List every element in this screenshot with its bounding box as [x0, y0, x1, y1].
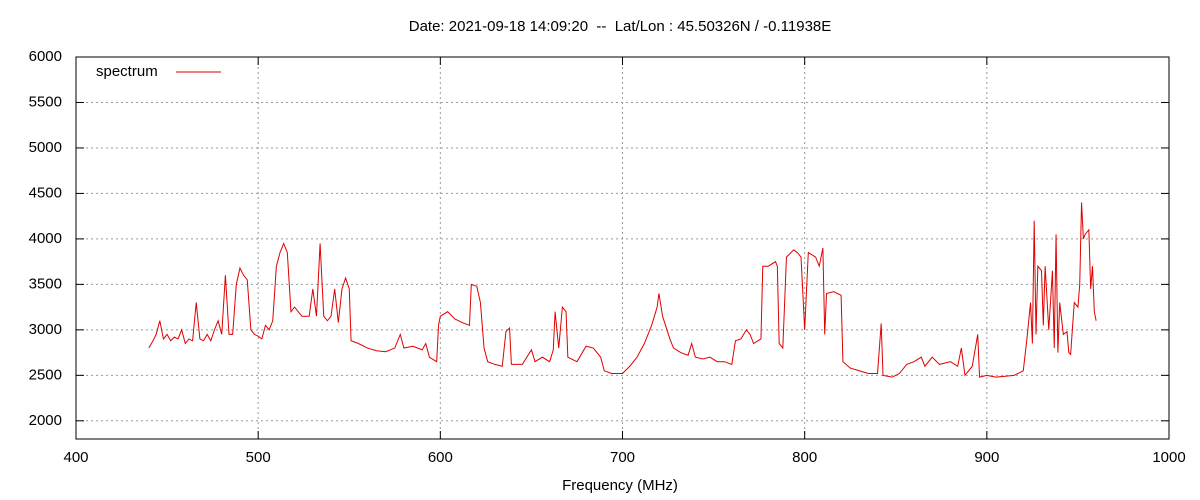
- y-tick-label: 3500: [29, 275, 62, 292]
- y-tick-label: 3000: [29, 321, 62, 338]
- x-tick-label: 900: [974, 449, 999, 466]
- x-tick-label: 1000: [1152, 449, 1185, 466]
- spectrum-line: [148, 202, 1097, 378]
- legend-label: spectrum: [96, 63, 158, 80]
- y-tick-label: 5500: [29, 93, 62, 110]
- x-tick-label: 800: [792, 449, 817, 466]
- x-axis-label: Frequency (MHz): [562, 477, 678, 494]
- x-tick-label: 500: [246, 449, 271, 466]
- x-tick-label: 700: [610, 449, 635, 466]
- y-tick-label: 4000: [29, 230, 62, 247]
- x-tick-label: 600: [428, 449, 453, 466]
- y-tick-label: 4500: [29, 184, 62, 201]
- plot-frame: [75, 56, 1170, 440]
- y-tick-label: 6000: [29, 48, 62, 65]
- y-tick-label: 5000: [29, 139, 62, 156]
- y-tick-label: 2000: [29, 412, 62, 429]
- x-tick-label: 400: [63, 449, 88, 466]
- chart-title: Date: 2021-09-18 14:09:20 -- Lat/Lon : 4…: [409, 18, 832, 35]
- y-tick-label: 2500: [29, 366, 62, 383]
